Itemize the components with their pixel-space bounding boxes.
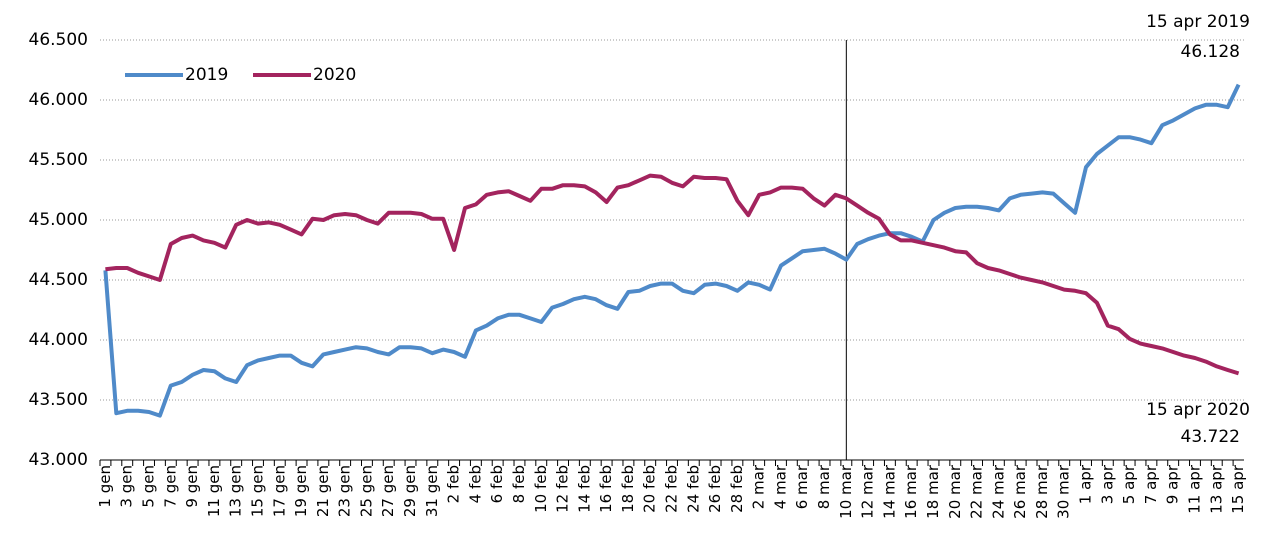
x-tick-label: 27 gen [379, 465, 397, 517]
series-line [103, 83, 1241, 418]
annotation: 46.128 [1181, 42, 1240, 62]
x-tick-label: 30 mar [1055, 464, 1073, 519]
y-tick-label: 45.000 [29, 210, 88, 230]
x-tick-label: 20 mar [946, 464, 964, 519]
x-tick-label: 9 apr [1164, 464, 1182, 504]
legend-label: 2019 [185, 65, 228, 85]
x-tick-label: 1 gen [96, 465, 114, 508]
x-tick-label: 2 mar [750, 464, 768, 509]
annotation: 15 apr 2019 [1146, 12, 1250, 32]
x-tick-label: 29 gen [401, 465, 419, 517]
x-tick-label: 2 feb [445, 465, 463, 503]
annotation: 43.722 [1181, 427, 1240, 447]
x-tick-label: 13 gen [227, 465, 245, 517]
x-tick-label: 22 mar [968, 464, 986, 519]
x-tick-label: 11 apr [1185, 464, 1203, 514]
x-tick-label: 25 gen [357, 465, 375, 517]
x-tick-label: 24 feb [684, 465, 702, 513]
x-tick-label: 10 mar [837, 464, 855, 519]
x-tick-label: 26 feb [706, 465, 724, 513]
x-tick-label: 7 apr [1142, 464, 1160, 504]
x-tick-label: 15 apr [1229, 464, 1247, 514]
x-tick-label: 4 feb [466, 465, 484, 503]
x-tick-label: 15 gen [248, 465, 266, 517]
x-tick-label: 19 gen [292, 465, 310, 517]
x-tick-label: 22 feb [663, 465, 681, 513]
x-tick-label: 28 mar [1033, 464, 1051, 519]
x-tick-label: 28 feb [728, 465, 746, 513]
series-line [105, 173, 1240, 376]
x-tick-label: 5 gen [140, 465, 158, 508]
x-tick-label: 9 gen [183, 465, 201, 508]
x-tick-label: 17 gen [270, 465, 288, 517]
y-tick-label: 44.500 [29, 270, 88, 290]
y-tick-label: 43.000 [29, 450, 88, 470]
x-tick-label: 18 mar [924, 464, 942, 519]
x-tick-label: 1 apr [1077, 464, 1095, 504]
x-tick-label: 5 apr [1120, 464, 1138, 504]
x-tick-label: 14 mar [880, 464, 898, 519]
x-tick-label: 21 gen [314, 465, 332, 517]
x-tick-label: 6 feb [488, 465, 506, 503]
x-tick-label: 26 mar [1011, 464, 1029, 519]
x-tick-label: 8 feb [510, 465, 528, 503]
x-tick-label: 16 feb [597, 465, 615, 513]
x-tick-label: 6 mar [793, 464, 811, 509]
x-tick-label: 23 gen [336, 465, 354, 517]
y-tick-label: 46.000 [29, 90, 88, 110]
x-tick-label: 31 gen [423, 465, 441, 517]
y-tick-label: 43.500 [29, 390, 88, 410]
x-tick-label: 12 feb [554, 465, 572, 513]
x-tick-label: 3 gen [118, 465, 136, 508]
legend-label: 2020 [313, 65, 356, 85]
x-tick-label: 11 gen [205, 465, 223, 517]
x-tick-label: 7 gen [161, 465, 179, 508]
x-tick-label: 24 mar [989, 464, 1007, 519]
x-tick-label: 18 feb [619, 465, 637, 513]
x-tick-label: 4 mar [771, 464, 789, 509]
x-tick-label: 8 mar [815, 464, 833, 509]
y-tick-label: 44.000 [29, 330, 88, 350]
x-tick-label: 3 apr [1098, 464, 1116, 504]
x-tick-label: 13 apr [1207, 464, 1225, 514]
x-tick-label: 20 feb [641, 465, 659, 513]
y-tick-label: 45.500 [29, 150, 88, 170]
x-tick-label: 16 mar [902, 464, 920, 519]
y-tick-label: 46.500 [29, 30, 88, 50]
x-tick-label: 10 feb [532, 465, 550, 513]
x-tick-label: 12 mar [859, 464, 877, 519]
annotation: 15 apr 2020 [1146, 400, 1250, 420]
x-tick-label: 14 feb [575, 465, 593, 513]
